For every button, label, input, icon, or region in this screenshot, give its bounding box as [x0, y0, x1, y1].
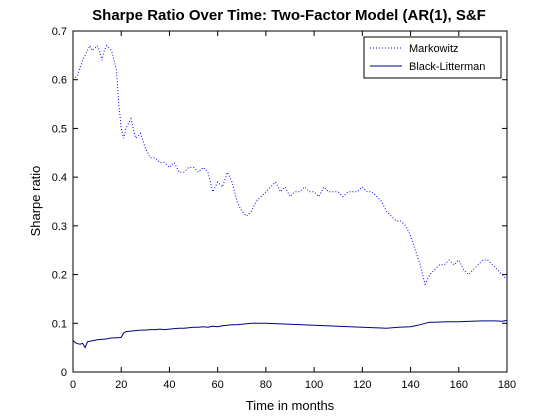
chart-title: Sharpe Ratio Over Time: Two-Factor Model…	[92, 7, 486, 24]
axis-ticks: 0 20 40 60 80 100 120 140 160 180 0 0.1 0.2 0.3 0.4 0.5…	[52, 26, 516, 391]
x-tick-label: 40	[163, 379, 175, 391]
legend: Markowitz Black-Litterman	[363, 36, 502, 79]
x-tick-label: 140	[401, 379, 419, 391]
x-tick-label: 0	[70, 379, 76, 391]
y-tick-label: 0.7	[52, 26, 67, 38]
y-tick-label: 0.3	[52, 221, 67, 233]
y-tick-label: 0.6	[52, 75, 67, 87]
legend-label-markowitz: Markowitz	[409, 43, 459, 55]
x-tick-label: 180	[498, 379, 516, 391]
x-tick-label: 60	[212, 379, 224, 391]
y-tick-label: 0.2	[52, 270, 67, 282]
y-tick-label: 0	[61, 367, 67, 379]
legend-label-black-litterman: Black-Litterman	[409, 61, 485, 73]
x-tick-label: 120	[353, 379, 371, 391]
x-tick-label: 80	[260, 379, 272, 391]
plot-area	[72, 30, 508, 373]
x-axis-label: Time in months	[246, 398, 335, 413]
y-axis-label: Sharpe ratio	[28, 166, 43, 237]
y-tick-label: 0.4	[52, 172, 67, 184]
series-lines	[72, 44, 508, 349]
y-tick-label: 0.1	[52, 318, 67, 330]
x-tick-label: 160	[450, 379, 468, 391]
series-line-black-litterman	[72, 319, 508, 349]
x-tick-label: 20	[115, 379, 127, 391]
y-tick-label: 0.5	[52, 123, 67, 135]
x-tick-label: 100	[305, 379, 323, 391]
legend-box	[363, 36, 502, 79]
